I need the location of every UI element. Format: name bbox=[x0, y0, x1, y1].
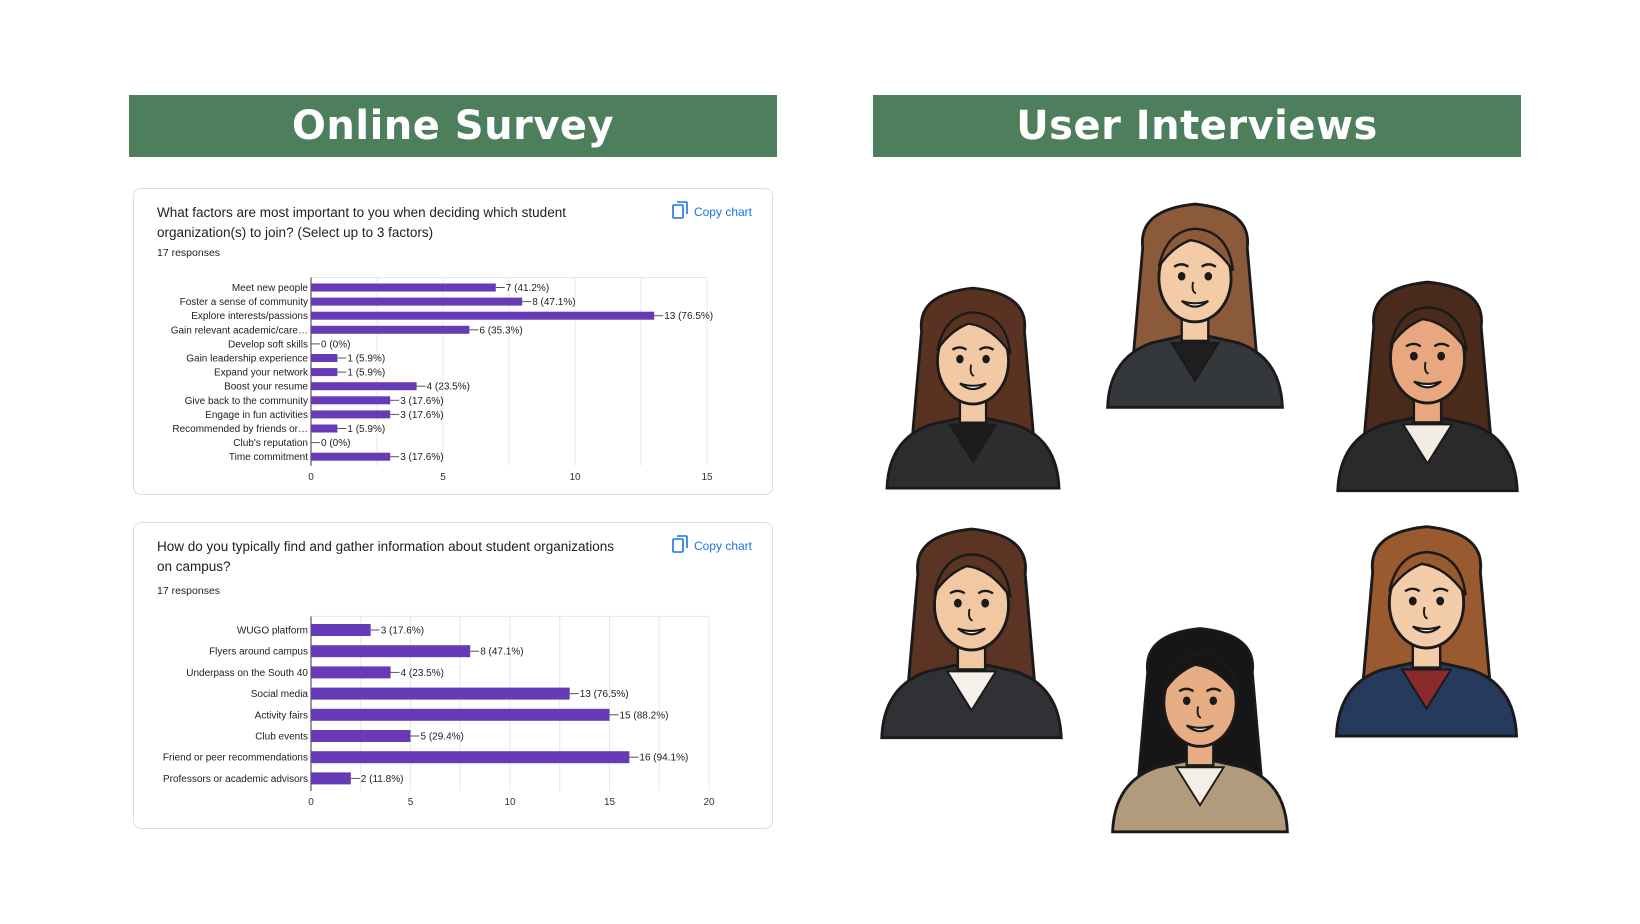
data-label: 8 (47.1%) bbox=[480, 647, 523, 658]
bar bbox=[311, 772, 351, 785]
data-label: 0 (0%) bbox=[321, 339, 350, 350]
category-label: Expand your network bbox=[214, 368, 309, 379]
data-label: 0 (0%) bbox=[321, 438, 350, 449]
data-label: 13 (76.5%) bbox=[580, 689, 629, 700]
x-tick-label: 15 bbox=[604, 797, 616, 808]
data-label: 2 (11.8%) bbox=[361, 774, 404, 785]
bar bbox=[311, 624, 371, 636]
category-label: Explore interests/passions bbox=[191, 311, 308, 322]
data-label: 13 (76.5%) bbox=[664, 311, 713, 322]
x-tick-label: 10 bbox=[569, 472, 581, 483]
category-label: Gain leadership experience bbox=[186, 354, 308, 365]
bar bbox=[311, 297, 523, 306]
info-sources-bar-chart: 0 5 10 15 20 WUGO platform 3 (17.6%) Flyers aro… bbox=[163, 615, 715, 808]
question-title: What factors are most important to you w… bbox=[157, 205, 566, 240]
data-label: 3 (17.6%) bbox=[400, 396, 443, 407]
bar bbox=[311, 311, 655, 320]
data-label: 3 (17.6%) bbox=[381, 626, 424, 637]
interviewee-4-avatar bbox=[874, 515, 1069, 740]
data-label: 8 (47.1%) bbox=[532, 297, 575, 308]
category-label: Friend or peer recommendations bbox=[163, 753, 308, 764]
data-label: 1 (5.9%) bbox=[347, 368, 385, 379]
interviewee-1-avatar bbox=[878, 275, 1068, 490]
interviewee-2-avatar bbox=[1100, 190, 1290, 410]
category-label: Boost your resume bbox=[224, 382, 308, 393]
bar bbox=[311, 452, 391, 461]
bar bbox=[311, 396, 391, 405]
copy-chart-button[interactable]: Copy chart bbox=[672, 201, 752, 222]
category-label: Engage in fun activities bbox=[205, 410, 308, 421]
data-label: 7 (41.2%) bbox=[506, 283, 549, 294]
category-label: Recommended by friends or… bbox=[172, 424, 308, 435]
category-label: Professors or academic advisors bbox=[163, 774, 308, 785]
data-label: 1 (5.9%) bbox=[347, 354, 385, 365]
response-count: 17 responses bbox=[157, 585, 221, 597]
survey-card-info-sources: How do you typically find and gather inf… bbox=[133, 522, 773, 829]
category-label: Social media bbox=[251, 689, 309, 700]
copy-chart-label: Copy chart bbox=[693, 204, 752, 219]
survey-card-factors: What factors are most important to you w… bbox=[133, 188, 773, 495]
bar bbox=[311, 410, 391, 419]
category-label: Club events bbox=[255, 732, 308, 743]
category-label: Underpass on the South 40 bbox=[186, 668, 308, 679]
bar bbox=[311, 382, 417, 391]
user-interviews-header: User Interviews bbox=[873, 95, 1521, 157]
category-label: Flyers around campus bbox=[209, 647, 308, 658]
data-label: 15 (88.2%) bbox=[620, 710, 669, 721]
category-label: Give back to the community bbox=[185, 396, 308, 407]
category-label: Time commitment bbox=[229, 452, 308, 463]
response-count: 17 responses bbox=[157, 247, 221, 259]
x-tick-label: 10 bbox=[504, 797, 516, 808]
category-label: Develop soft skills bbox=[228, 339, 308, 350]
bar bbox=[311, 708, 610, 721]
copy-chart-label: Copy chart bbox=[693, 538, 752, 553]
interviewee-3-avatar bbox=[1330, 268, 1525, 493]
bar bbox=[311, 368, 338, 377]
data-label: 4 (23.5%) bbox=[427, 382, 470, 393]
copy-chart-button[interactable]: Copy chart bbox=[672, 535, 752, 556]
data-label: 6 (35.3%) bbox=[479, 325, 522, 336]
bar bbox=[311, 283, 496, 292]
category-label: WUGO platform bbox=[237, 626, 308, 637]
copy-icon bbox=[672, 535, 688, 556]
factors-bar-chart: 0 5 10 15 Meet new people 7 (41.2%) Foster a s… bbox=[171, 276, 713, 483]
x-tick-label: 5 bbox=[408, 797, 414, 808]
bar bbox=[311, 325, 470, 334]
x-tick-label: 20 bbox=[703, 797, 715, 808]
category-label: Gain relevant academic/care… bbox=[171, 325, 308, 336]
data-label: 5 (29.4%) bbox=[421, 732, 464, 743]
category-label: Foster a sense of community bbox=[180, 297, 308, 308]
bar bbox=[311, 751, 630, 764]
bar bbox=[311, 666, 391, 679]
question-title: How do you typically find and gather inf… bbox=[157, 539, 615, 574]
data-label: 3 (17.6%) bbox=[400, 452, 443, 463]
data-label: 3 (17.6%) bbox=[400, 410, 443, 421]
copy-icon bbox=[672, 201, 688, 222]
bar bbox=[311, 354, 338, 362]
interviewee-5-avatar bbox=[1105, 612, 1295, 837]
category-label: Activity fairs bbox=[255, 710, 308, 721]
data-label: 4 (23.5%) bbox=[401, 668, 444, 679]
x-tick-label: 15 bbox=[701, 472, 713, 483]
interviewee-6-avatar bbox=[1328, 513, 1525, 738]
bar bbox=[311, 730, 411, 742]
online-survey-header: Online Survey bbox=[129, 95, 777, 157]
bar bbox=[311, 424, 338, 433]
bar bbox=[311, 645, 471, 658]
category-label: Meet new people bbox=[232, 283, 309, 294]
x-tick-label: 5 bbox=[440, 472, 446, 483]
category-label: Club's reputation bbox=[233, 438, 308, 449]
data-label: 16 (94.1%) bbox=[639, 753, 688, 764]
interviewee-avatars bbox=[860, 180, 1540, 840]
x-tick-label: 0 bbox=[308, 472, 314, 483]
data-label: 1 (5.9%) bbox=[347, 424, 385, 435]
bar bbox=[311, 687, 570, 700]
x-tick-label: 0 bbox=[308, 797, 314, 808]
